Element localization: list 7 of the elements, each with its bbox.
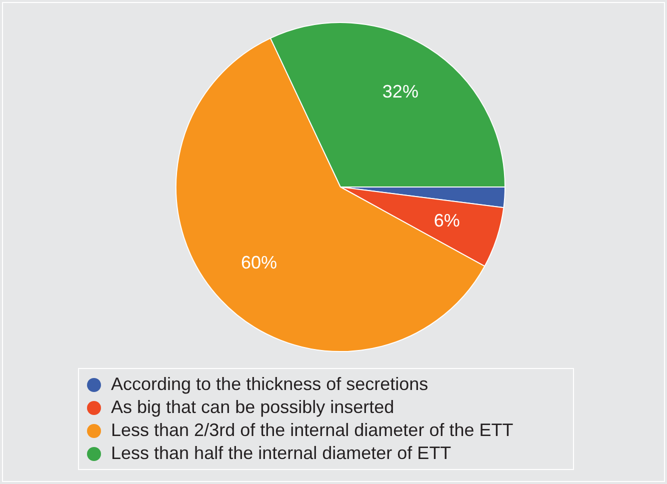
legend-label: As big that can be possibly inserted (111, 396, 394, 419)
data-label: 6% (434, 210, 460, 231)
legend-label: Less than half the internal diameter of ETT (111, 442, 452, 465)
data-label: 32% (382, 82, 418, 102)
legend-label: Less than 2/3rd of the internal diameter of the ETT (111, 419, 514, 442)
data-label: 60% (240, 252, 277, 273)
legend-label: According to the thickness of secretions (111, 373, 428, 396)
